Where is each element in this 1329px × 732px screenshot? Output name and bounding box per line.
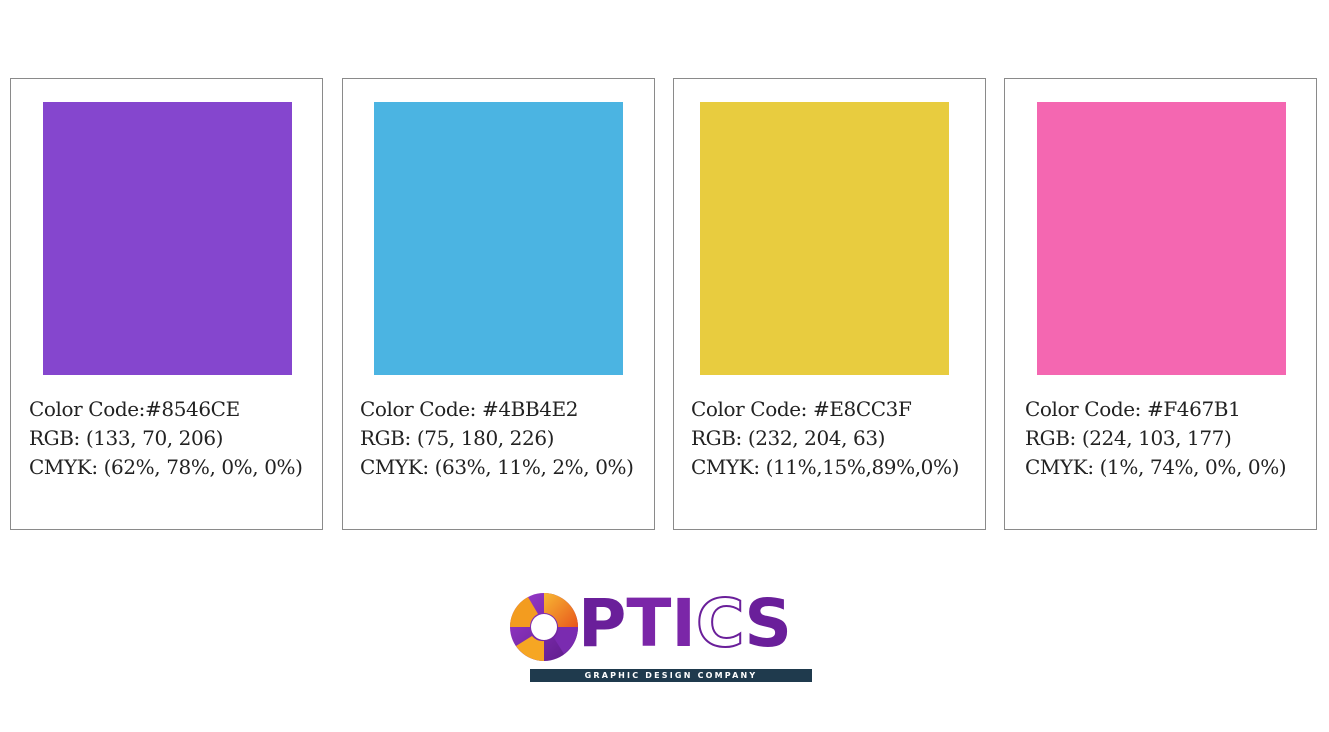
rgb-text: RGB: (232, 204, 63) — [691, 426, 886, 450]
swatch-card-4: Color Code: #F467B1 RGB: (224, 103, 177)… — [1004, 78, 1317, 530]
swatch-card-2: Color Code: #4BB4E2 RGB: (75, 180, 226) … — [342, 78, 655, 530]
swatch-info-2: Color Code: #4BB4E2 RGB: (75, 180, 226) … — [360, 395, 634, 482]
color-swatch-2 — [374, 102, 623, 375]
logo-tagline: GRAPHIC DESIGN COMPANY — [530, 669, 812, 682]
color-code-text: Color Code:#8546CE — [29, 397, 240, 421]
swatch-card-3: Color Code: #E8CC3F RGB: (232, 204, 63) … — [673, 78, 986, 530]
cmyk-text: CMYK: (11%,15%,89%,0%) — [691, 455, 959, 479]
cmyk-text: CMYK: (1%, 74%, 0%, 0%) — [1025, 455, 1287, 479]
rgb-text: RGB: (224, 103, 177) — [1025, 426, 1232, 450]
color-code-text: Color Code: #F467B1 — [1025, 397, 1241, 421]
rgb-text: RGB: (133, 70, 206) — [29, 426, 224, 450]
cmyk-text: CMYK: (62%, 78%, 0%, 0%) — [29, 455, 303, 479]
color-code-text: Color Code: #E8CC3F — [691, 397, 912, 421]
swatch-info-3: Color Code: #E8CC3F RGB: (232, 204, 63) … — [691, 395, 959, 482]
swatch-info-4: Color Code: #F467B1 RGB: (224, 103, 177)… — [1025, 395, 1287, 482]
swatch-info-1: Color Code:#8546CE RGB: (133, 70, 206) C… — [29, 395, 303, 482]
color-swatch-4 — [1037, 102, 1286, 375]
rgb-text: RGB: (75, 180, 226) — [360, 426, 555, 450]
cmyk-text: CMYK: (63%, 11%, 2%, 0%) — [360, 455, 634, 479]
aperture-icon — [510, 593, 578, 661]
color-swatch-1 — [43, 102, 292, 375]
color-swatch-3 — [700, 102, 949, 375]
color-code-text: Color Code: #4BB4E2 — [360, 397, 579, 421]
swatch-card-1: Color Code:#8546CE RGB: (133, 70, 206) C… — [10, 78, 323, 530]
